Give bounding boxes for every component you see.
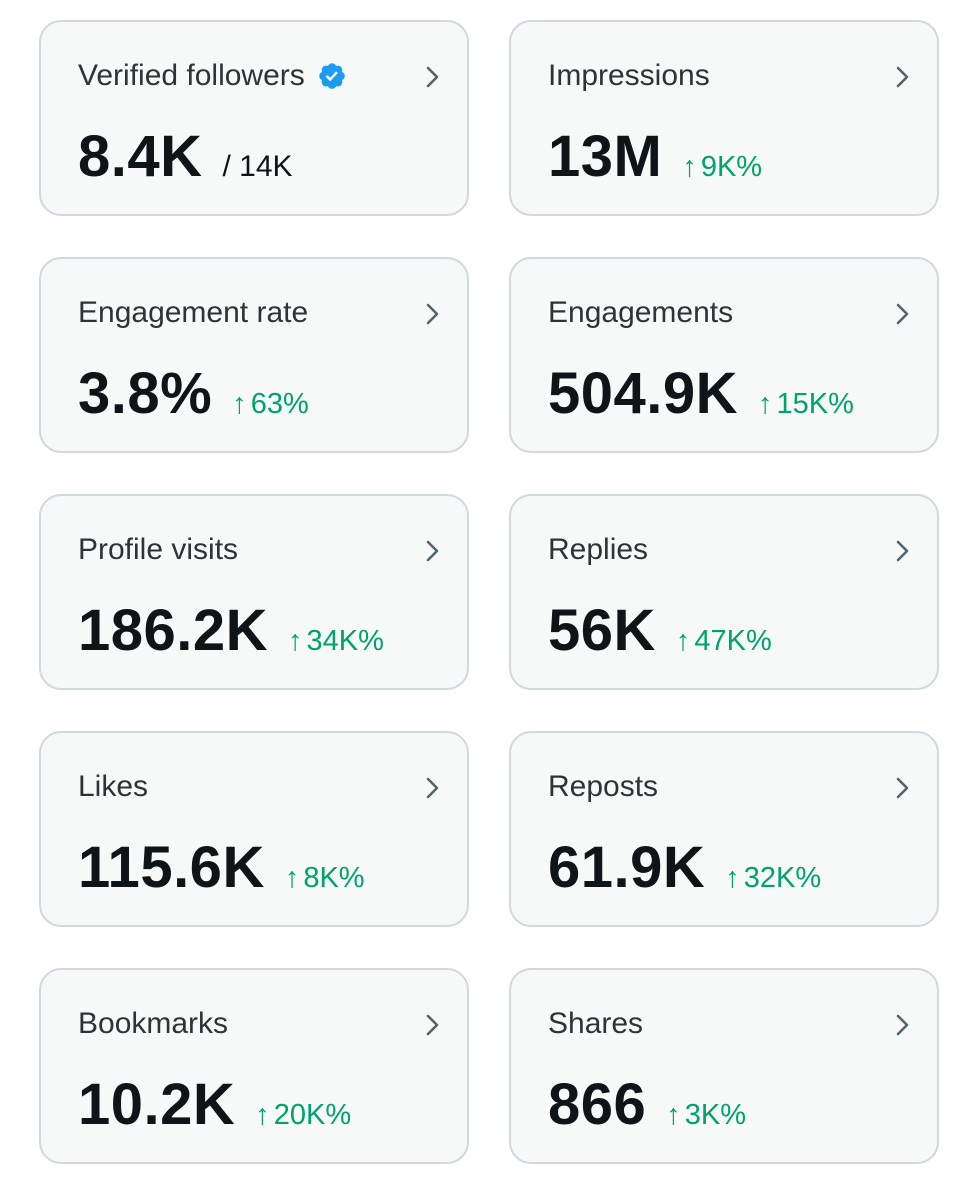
metric-change-value: 32K% bbox=[743, 862, 822, 894]
chevron-right-icon[interactable] bbox=[421, 1011, 445, 1039]
chevron-right-icon[interactable] bbox=[891, 300, 915, 328]
metric-change: ↑ 34K% bbox=[288, 625, 384, 658]
metric-card-replies[interactable]: Replies 56K ↑ 47K% bbox=[509, 494, 939, 690]
metric-value-row: 3.8% ↑ 63% bbox=[78, 359, 309, 429]
arrow-up-icon: ↑ bbox=[288, 625, 303, 657]
metric-card-bookmarks[interactable]: Bookmarks 10.2K ↑ 20K% bbox=[39, 968, 469, 1164]
metric-change: ↑ 9K% bbox=[682, 151, 762, 184]
metric-label-wrap: Verified followers bbox=[78, 58, 347, 94]
metric-label: Impressions bbox=[548, 59, 710, 92]
metric-value-row: 56K ↑ 47K% bbox=[548, 596, 772, 666]
chevron-right-icon[interactable] bbox=[891, 774, 915, 802]
metric-change-value: 8K% bbox=[303, 862, 365, 894]
metric-label: Shares bbox=[548, 1007, 644, 1040]
metric-value-row: 61.9K ↑ 32K% bbox=[548, 833, 821, 903]
metric-card-impressions[interactable]: Impressions 13M ↑ 9K% bbox=[509, 20, 939, 216]
arrow-up-icon: ↑ bbox=[232, 388, 247, 420]
metric-value: 866 bbox=[548, 1072, 647, 1137]
metric-card-verified-followers[interactable]: Verified followers 8.4K / 14K bbox=[39, 20, 469, 216]
chevron-right-icon[interactable] bbox=[891, 1011, 915, 1039]
metric-change: ↑ 3K% bbox=[666, 1099, 746, 1132]
metric-label: Bookmarks bbox=[78, 1007, 229, 1040]
metric-value: 186.2K bbox=[78, 598, 269, 663]
metric-label: Verified followers bbox=[78, 59, 305, 92]
metric-label: Replies bbox=[548, 533, 649, 566]
metric-value: 13M bbox=[548, 124, 663, 189]
metric-total: / 14K bbox=[222, 150, 293, 183]
metric-value-row: 13M ↑ 9K% bbox=[548, 122, 762, 192]
metric-label: Profile visits bbox=[78, 533, 239, 566]
chevron-right-icon[interactable] bbox=[421, 774, 445, 802]
metric-change-value: 63% bbox=[250, 388, 309, 420]
metric-change-value: 3K% bbox=[684, 1099, 747, 1131]
metric-card-profile-visits[interactable]: Profile visits 186.2K ↑ 34K% bbox=[39, 494, 469, 690]
arrow-up-icon: ↑ bbox=[666, 1099, 681, 1131]
metric-card-reposts[interactable]: Reposts 61.9K ↑ 32K% bbox=[509, 731, 939, 927]
metric-value-row: 186.2K ↑ 34K% bbox=[78, 596, 384, 666]
metric-card-engagements[interactable]: Engagements 504.9K ↑ 15K% bbox=[509, 257, 939, 453]
metric-change: ↑ 15K% bbox=[758, 388, 854, 421]
chevron-right-icon[interactable] bbox=[421, 63, 445, 91]
chevron-right-icon[interactable] bbox=[891, 63, 915, 91]
metric-value-row: 866 ↑ 3K% bbox=[548, 1070, 746, 1140]
metric-value: 115.6K bbox=[78, 835, 265, 900]
verified-badge-icon bbox=[317, 61, 347, 91]
metric-value-row: 504.9K ↑ 15K% bbox=[548, 359, 854, 429]
metric-value-row: 10.2K ↑ 20K% bbox=[78, 1070, 351, 1140]
metric-value: 10.2K bbox=[78, 1072, 236, 1137]
metric-change-value: 20K% bbox=[273, 1099, 352, 1131]
chevron-right-icon[interactable] bbox=[891, 537, 915, 565]
metric-label: Reposts bbox=[548, 770, 659, 803]
metric-value: 504.9K bbox=[548, 361, 739, 426]
metric-change-value: 47K% bbox=[694, 625, 772, 657]
metric-card-likes[interactable]: Likes 115.6K ↑ 8K% bbox=[39, 731, 469, 927]
arrow-up-icon: ↑ bbox=[725, 862, 740, 894]
metric-label: Engagements bbox=[548, 296, 734, 329]
metric-label: Likes bbox=[78, 770, 149, 803]
metric-change-value: 34K% bbox=[306, 625, 384, 657]
metric-change: ↑ 63% bbox=[232, 388, 309, 421]
metric-value: 56K bbox=[548, 598, 656, 663]
arrow-up-icon: ↑ bbox=[284, 862, 300, 894]
metric-value-row: 115.6K ↑ 8K% bbox=[78, 833, 365, 903]
arrow-up-icon: ↑ bbox=[682, 151, 697, 183]
metric-label: Engagement rate bbox=[78, 296, 309, 329]
metric-card-shares[interactable]: Shares 866 ↑ 3K% bbox=[509, 968, 939, 1164]
metric-change: ↑ 20K% bbox=[255, 1099, 351, 1132]
chevron-right-icon[interactable] bbox=[421, 537, 445, 565]
metric-value: 8.4K bbox=[78, 124, 203, 189]
chevron-right-icon[interactable] bbox=[421, 300, 445, 328]
metric-change-value: 15K% bbox=[776, 388, 854, 420]
arrow-up-icon: ↑ bbox=[758, 388, 773, 420]
metric-change-value: 9K% bbox=[700, 151, 763, 183]
metric-change: ↑ 8K% bbox=[285, 862, 365, 895]
metric-value-row: 8.4K / 14K bbox=[78, 122, 293, 192]
metric-change: ↑ 32K% bbox=[725, 862, 821, 895]
metric-value: 61.9K bbox=[548, 835, 706, 900]
arrow-up-icon: ↑ bbox=[675, 625, 691, 657]
metric-value: 3.8% bbox=[78, 361, 213, 426]
metric-card-engagement-rate[interactable]: Engagement rate 3.8% ↑ 63% bbox=[39, 257, 469, 453]
metric-change: ↑ 47K% bbox=[676, 625, 772, 658]
arrow-up-icon: ↑ bbox=[255, 1099, 270, 1131]
